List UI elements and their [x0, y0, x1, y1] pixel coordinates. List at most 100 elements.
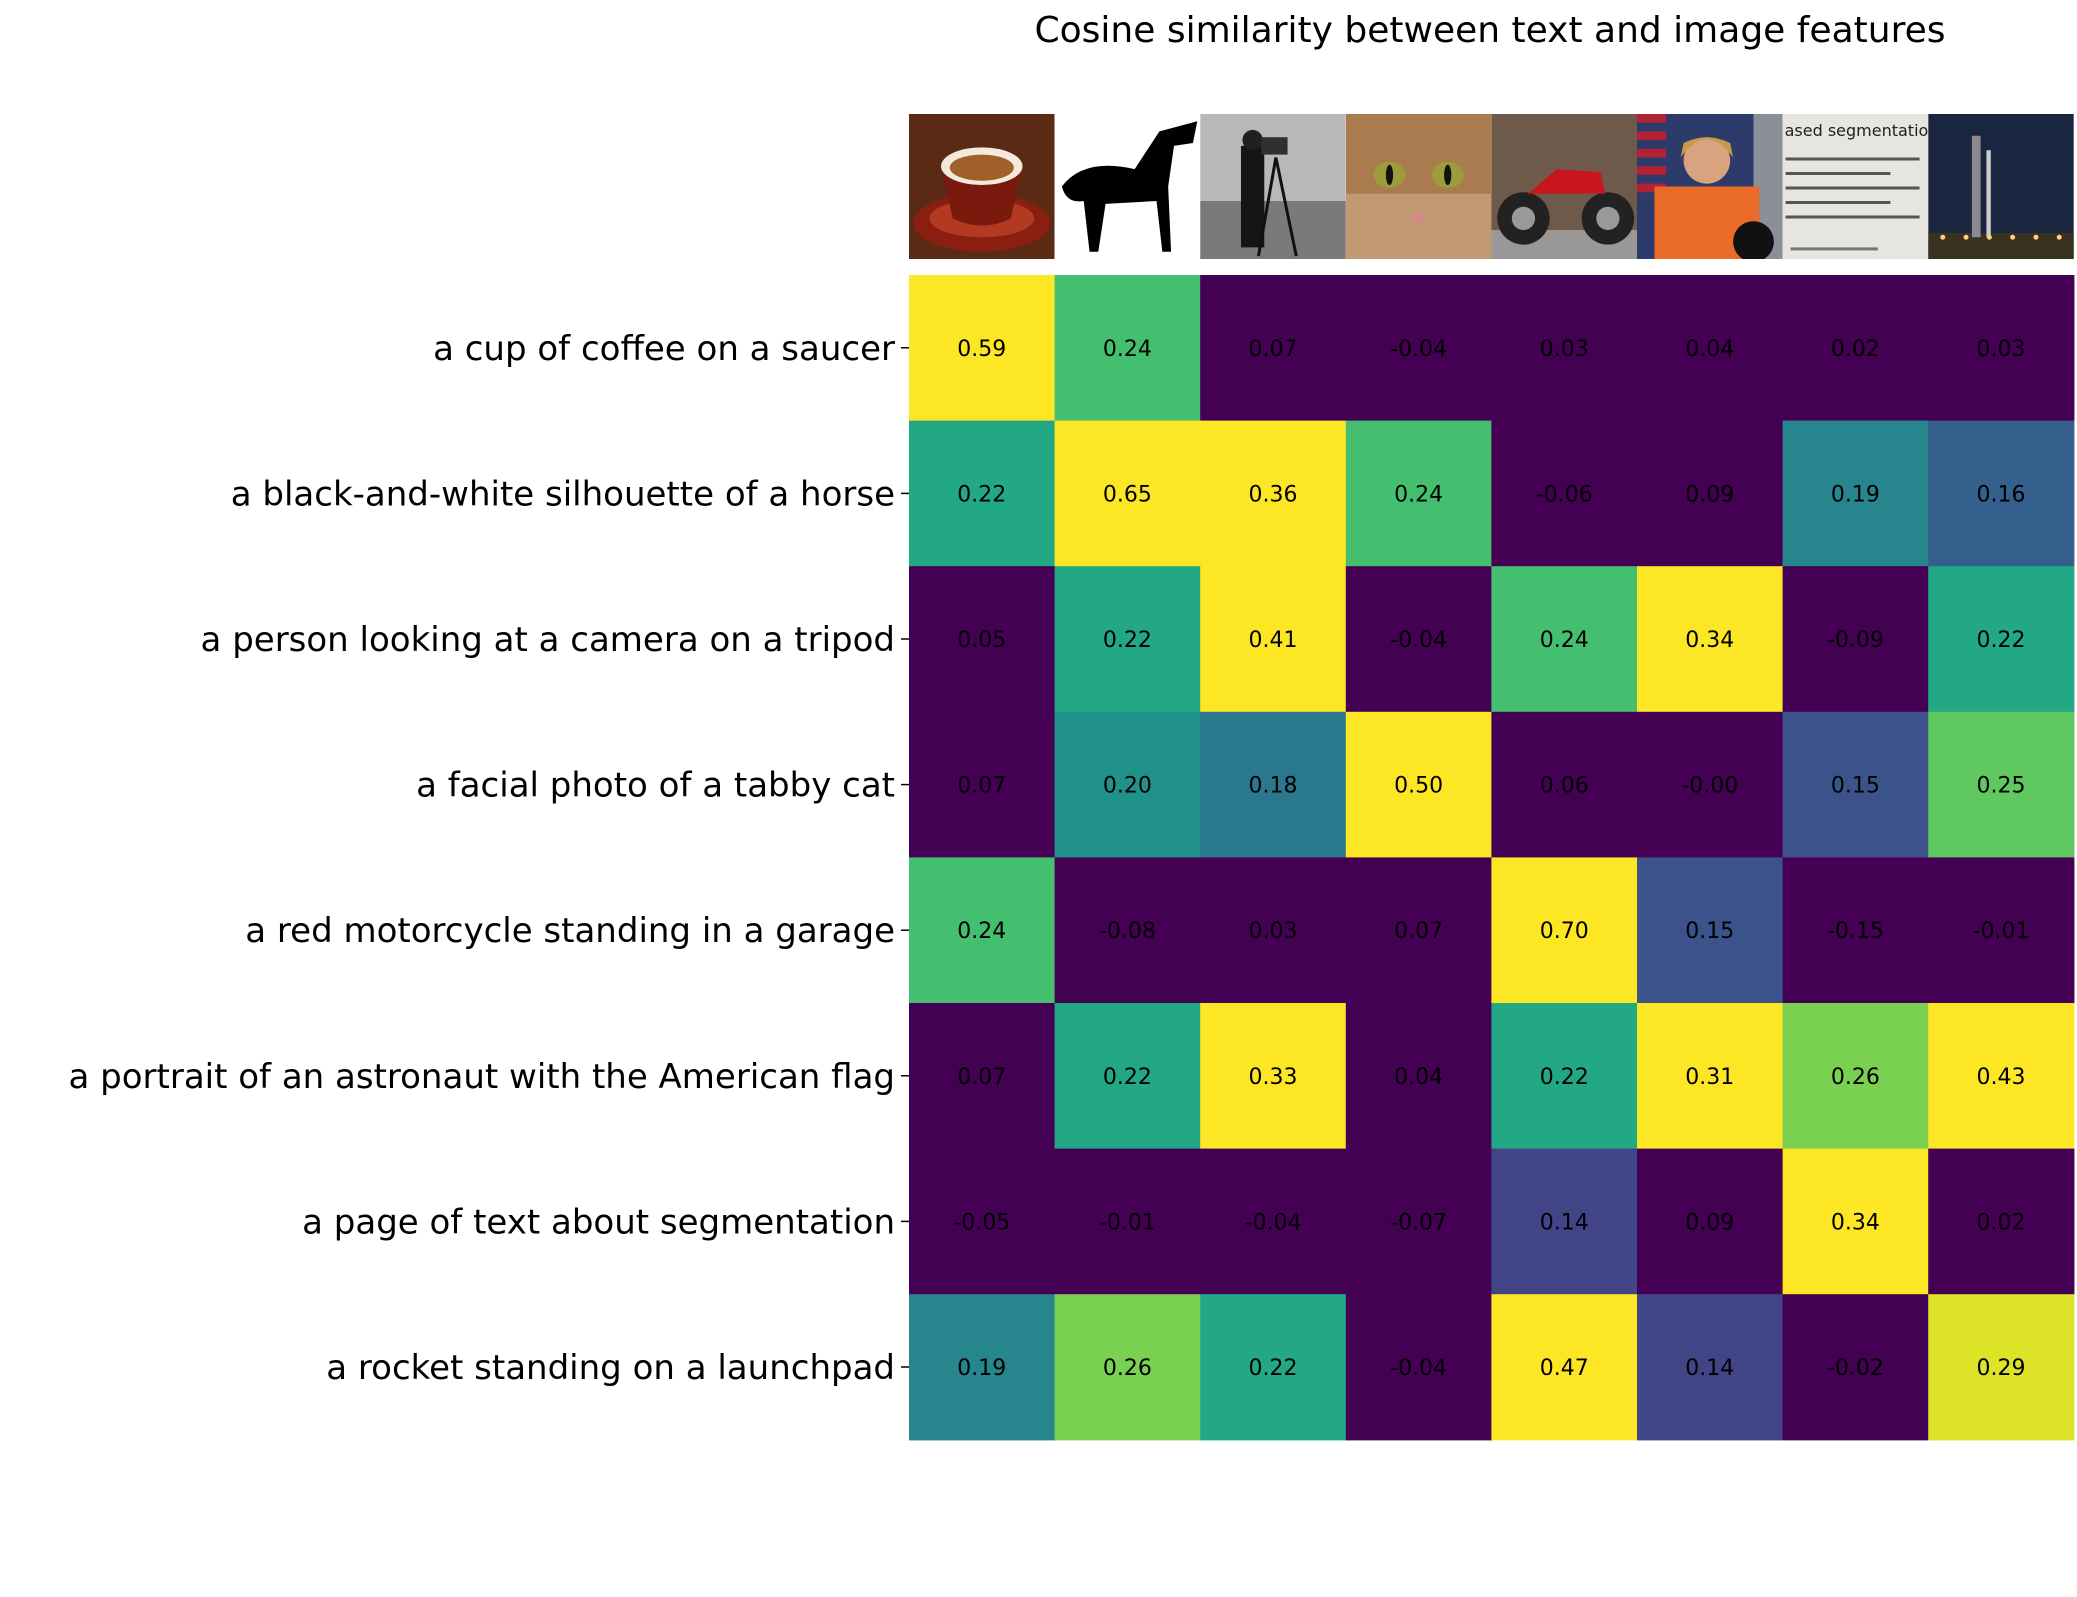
- heatmap-cell: [1928, 1294, 2075, 1441]
- row-tick-label: a red motorcycle standing in a garage: [245, 911, 895, 951]
- heatmap-cell: [1928, 420, 2075, 567]
- heatmap-cell: [1782, 1003, 1929, 1150]
- cell-value-label: 0.29: [1977, 1356, 2026, 1381]
- cell-value-label: -0.04: [1390, 628, 1447, 653]
- cell-value-label: 0.14: [1540, 1210, 1589, 1235]
- cell-value-label: 0.18: [1249, 774, 1298, 799]
- row-tick-label: a person looking at a camera on a tripod: [201, 620, 895, 660]
- cell-value-label: 0.02: [1831, 337, 1880, 362]
- heatmap-cell: [1637, 711, 1784, 858]
- cell-value-label: -0.15: [1827, 919, 1884, 944]
- cell-value-label: -0.01: [1973, 919, 2030, 944]
- text-page-caption: ased segmentation: [1785, 121, 1939, 140]
- heatmap-cell: [1491, 711, 1638, 858]
- row-tick-labels: a cup of coffee on a saucer a black-and-w…: [69, 329, 909, 1388]
- heatmap-cell: [1054, 711, 1201, 858]
- cell-value-label: 0.22: [1103, 628, 1152, 653]
- heatmap-cell: [1782, 857, 1929, 1004]
- cell-value-label: 0.09: [1685, 1210, 1734, 1235]
- cell-value-label: -0.01: [1099, 1210, 1156, 1235]
- heatmap-cell: [1928, 275, 2075, 422]
- cell-value-label: 0.25: [1977, 774, 2026, 799]
- heatmap-cell: [909, 1003, 1056, 1150]
- cell-value-label: 0.26: [1103, 1356, 1152, 1381]
- heatmap-cell: [909, 275, 1056, 422]
- heatmap-cell: [1491, 275, 1638, 422]
- heatmap-cell: [909, 566, 1056, 713]
- row-tick-label: a portrait of an astronaut with the Amer…: [69, 1057, 895, 1097]
- heatmap-cell: [1200, 275, 1347, 422]
- heatmap-cell: [1200, 566, 1347, 713]
- astronaut-image: [1637, 114, 1783, 259]
- heatmap-cell: [1054, 1003, 1201, 1150]
- cell-value-label: 0.19: [957, 1356, 1006, 1381]
- heatmap-cell: [1491, 1003, 1638, 1150]
- cell-value-label: 0.70: [1540, 919, 1589, 944]
- cell-value-label: -0.04: [1390, 337, 1447, 362]
- row-tick-label: a facial photo of a tabby cat: [416, 766, 895, 806]
- cell-value-label: 0.07: [957, 774, 1006, 799]
- heatmap-cell: [1054, 566, 1201, 713]
- cell-value-label: -0.08: [1099, 919, 1156, 944]
- heatmap-cell: [1345, 1003, 1492, 1150]
- heatmap-cell: [1928, 711, 2075, 858]
- cell-value-label: 0.03: [1249, 919, 1298, 944]
- cell-value-label: 0.22: [957, 482, 1006, 507]
- cell-value-label: 0.06: [1540, 774, 1589, 799]
- heatmap-cell: [1782, 1294, 1929, 1441]
- heatmap-cell: [1928, 1003, 2075, 1150]
- cell-value-label: -0.02: [1827, 1356, 1884, 1381]
- heatmap-cell: [909, 1294, 1056, 1441]
- heatmap-cell: [1782, 420, 1929, 567]
- horse-silhouette-image: [1054, 114, 1201, 259]
- heatmap-cell: [1928, 857, 2075, 1004]
- cell-value-label: -0.07: [1390, 1210, 1447, 1235]
- cell-value-label: 0.24: [957, 919, 1006, 944]
- cell-value-label: 0.50: [1394, 774, 1443, 799]
- heatmap-cell: [1345, 711, 1492, 858]
- cell-value-label: 0.14: [1685, 1356, 1734, 1381]
- heatmap-cell: [1200, 1003, 1347, 1150]
- heatmap-cell: [1345, 566, 1492, 713]
- heatmap-cell: [1637, 566, 1784, 713]
- cell-value-label: 0.22: [1977, 628, 2026, 653]
- motorcycle-image: [1491, 114, 1637, 259]
- heatmap-cell: [1054, 275, 1201, 422]
- cell-value-label: -0.06: [1536, 482, 1593, 507]
- cell-value-label: 0.07: [1249, 337, 1298, 362]
- text-page-image: ased segmentation: [1782, 114, 1939, 259]
- cell-value-label: 0.24: [1394, 482, 1443, 507]
- cell-value-label: 0.65: [1103, 482, 1152, 507]
- cell-value-label: 0.22: [1103, 1065, 1152, 1090]
- coffee-cup-image: [909, 114, 1055, 259]
- heatmap-cell: [1200, 1294, 1347, 1441]
- heatmap-cell: [1054, 857, 1201, 1004]
- cell-value-label: -0.05: [953, 1210, 1010, 1235]
- heatmap-cell: [1491, 857, 1638, 1004]
- row-tick-label: a page of text about segmentation: [302, 1202, 895, 1242]
- cell-value-label: -0.09: [1827, 628, 1884, 653]
- cell-value-label: 0.26: [1831, 1065, 1880, 1090]
- cell-value-label: 0.07: [1394, 919, 1443, 944]
- cell-value-label: 0.15: [1831, 774, 1880, 799]
- cell-value-label: 0.03: [1977, 337, 2026, 362]
- heatmap-cell: [909, 857, 1056, 1004]
- heatmap-cell: [1491, 420, 1638, 567]
- heatmap-cell: [1637, 275, 1784, 422]
- heatmap-cell: [1345, 1148, 1492, 1295]
- heatmap-cell: [1637, 1148, 1784, 1295]
- heatmap-cell: [909, 420, 1056, 567]
- heatmap-cell: [1928, 566, 2075, 713]
- heatmap-cell: [1491, 1148, 1638, 1295]
- heatmap-cell: [1637, 857, 1784, 1004]
- cell-value-label: 0.33: [1249, 1065, 1298, 1090]
- heatmap-cell: [909, 711, 1056, 858]
- heatmap-cell: [1782, 566, 1929, 713]
- heatmap-cell: [1637, 1003, 1784, 1150]
- cell-value-label: 0.22: [1249, 1356, 1298, 1381]
- cell-value-label: -0.00: [1681, 774, 1738, 799]
- heatmap-cell: [1200, 420, 1347, 567]
- heatmap-cell: [1491, 566, 1638, 713]
- tabby-cat-image: [1345, 114, 1492, 259]
- cell-value-label: 0.34: [1831, 1210, 1880, 1235]
